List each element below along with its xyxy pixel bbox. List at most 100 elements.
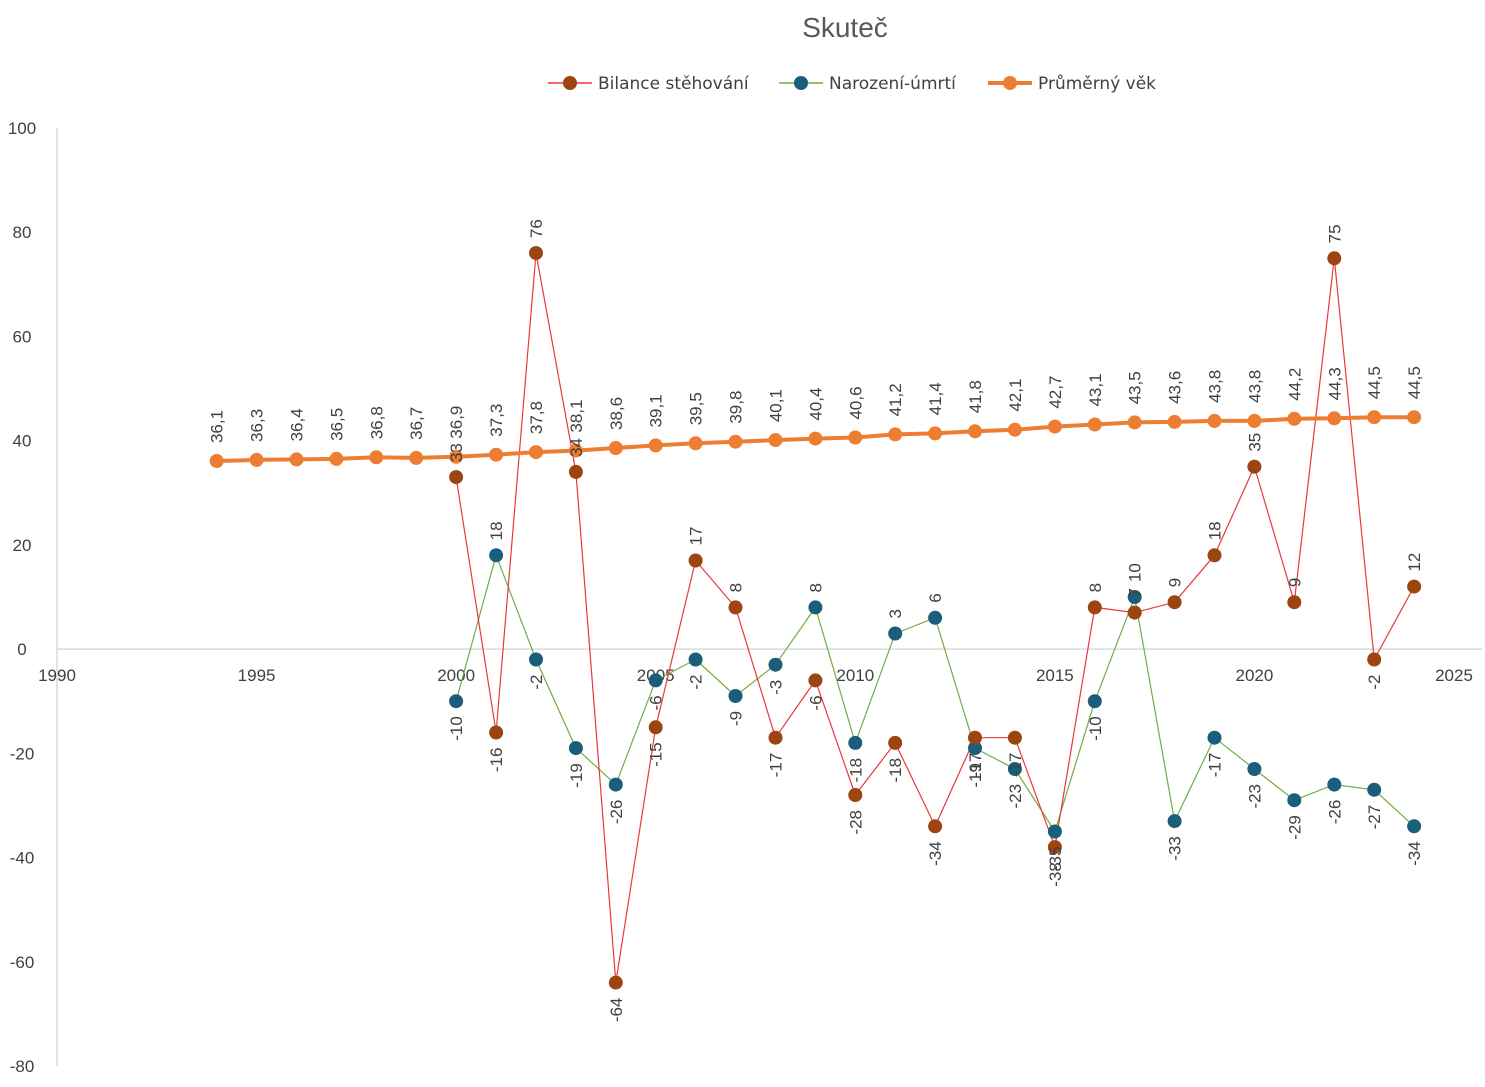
data-point-narozeni xyxy=(1007,762,1022,776)
data-label-vek: 43,1 xyxy=(1086,373,1105,406)
data-point-narozeni xyxy=(968,741,982,756)
series-points xyxy=(209,246,1422,990)
data-point-narozeni xyxy=(449,694,464,709)
data-label-bilance: 34 xyxy=(567,438,586,457)
y-tick-label: 60 xyxy=(13,327,32,346)
data-point-vek xyxy=(768,433,783,448)
data-point-bilance xyxy=(768,730,783,745)
data-point-bilance xyxy=(888,735,903,750)
data-label-vek: 41,4 xyxy=(926,382,945,415)
data-point-vek xyxy=(1367,410,1382,425)
data-point-vek xyxy=(808,431,823,446)
data-label-vek: 44,2 xyxy=(1285,368,1304,401)
data-point-narozeni xyxy=(1247,762,1262,776)
data-label-vek: 43,5 xyxy=(1126,371,1145,404)
data-label-vek: 41,2 xyxy=(886,383,905,416)
data-label-bilance: -17 xyxy=(767,753,786,778)
data-point-vek xyxy=(1007,422,1022,437)
data-label-narozeni: -33 xyxy=(1166,836,1185,861)
data-point-bilance xyxy=(1007,730,1022,745)
data-point-narozeni xyxy=(1327,777,1342,792)
legend-label-narozeni: Narození-úmrtí xyxy=(829,74,957,94)
y-tick-label: -80 xyxy=(10,1057,35,1076)
data-point-vek xyxy=(209,454,224,468)
data-label-vek: 37,3 xyxy=(487,404,506,437)
data-point-bilance xyxy=(608,975,623,990)
data-label-vek: 38,6 xyxy=(607,397,626,430)
x-tick-label: 2025 xyxy=(1435,666,1473,685)
data-label-narozeni: -10 xyxy=(1086,716,1105,741)
legend-item-narozeni: Narození-úmrtí xyxy=(779,74,957,94)
series-lines xyxy=(216,252,1415,984)
data-label-narozeni: 3 xyxy=(886,609,905,618)
data-label-narozeni: -26 xyxy=(607,800,626,825)
data-point-vek xyxy=(928,426,943,441)
data-point-bilance xyxy=(1327,251,1342,266)
data-label-vek: 43,8 xyxy=(1205,370,1224,403)
data-label-vek: 36,4 xyxy=(288,408,307,441)
data-label-vek: 36,9 xyxy=(447,406,466,439)
data-point-narozeni xyxy=(648,673,663,688)
data-label-narozeni: -34 xyxy=(1405,841,1424,866)
data-point-narozeni xyxy=(808,600,823,615)
data-label-vek: 36,1 xyxy=(208,410,227,443)
data-label-bilance: 75 xyxy=(1325,224,1344,243)
data-point-vek xyxy=(968,424,982,439)
data-point-bilance xyxy=(1247,459,1262,474)
data-label-vek: 39,8 xyxy=(727,391,746,424)
data-label-narozeni: -19 xyxy=(966,763,985,788)
data-point-vek xyxy=(688,436,703,451)
data-point-bilance xyxy=(968,730,982,745)
legend-label-vek: Průměrný věk xyxy=(1038,74,1156,94)
data-point-bilance xyxy=(688,553,703,568)
data-point-narozeni xyxy=(888,626,903,641)
data-point-vek xyxy=(568,443,583,458)
data-point-vek xyxy=(329,451,344,466)
data-label-narozeni: -9 xyxy=(727,711,746,726)
data-point-vek xyxy=(449,449,464,464)
data-label-bilance: -18 xyxy=(886,758,905,783)
data-point-bilance xyxy=(848,788,863,802)
data-label-narozeni: -27 xyxy=(1365,805,1384,830)
data-point-bilance xyxy=(1367,652,1382,667)
legend-label-bilance: Bilance stěhování xyxy=(598,74,750,94)
data-label-narozeni: 6 xyxy=(926,593,945,602)
data-label-bilance: 9 xyxy=(1166,578,1185,587)
data-label-vek: 39,1 xyxy=(647,394,666,427)
data-label-vek: 37,8 xyxy=(527,401,546,434)
data-point-narozeni xyxy=(1407,819,1422,834)
data-point-narozeni xyxy=(1167,814,1182,829)
data-label-vek: 36,7 xyxy=(407,407,426,440)
legend-marker-narozeni xyxy=(794,76,808,90)
data-label-narozeni: -23 xyxy=(1006,784,1025,809)
data-label-narozeni: -17 xyxy=(1206,753,1225,778)
data-label-narozeni: -18 xyxy=(846,758,865,783)
data-label-bilance: 12 xyxy=(1405,553,1424,572)
x-tick-label: 1995 xyxy=(238,666,276,685)
data-point-bilance xyxy=(489,725,504,740)
data-point-vek xyxy=(1207,413,1222,428)
data-point-narozeni xyxy=(1127,590,1142,604)
data-point-bilance xyxy=(1207,548,1222,563)
chart-title: Skuteč xyxy=(802,12,888,43)
data-point-vek xyxy=(888,427,903,442)
data-label-narozeni: -26 xyxy=(1325,800,1344,825)
x-tick-label: 2000 xyxy=(437,666,475,685)
data-label-bilance: 33 xyxy=(447,443,466,462)
data-point-vek xyxy=(409,450,424,465)
data-point-vek xyxy=(1327,411,1342,426)
y-tick-label: -40 xyxy=(10,849,35,868)
data-label-vek: 44,5 xyxy=(1365,366,1384,399)
y-tick-label: 0 xyxy=(17,640,26,659)
data-label-vek: 36,3 xyxy=(248,409,267,442)
data-point-vek xyxy=(848,430,863,445)
data-label-vek: 43,6 xyxy=(1166,371,1185,404)
x-tick-label: 2020 xyxy=(1236,666,1274,685)
data-label-narozeni: 8 xyxy=(806,583,825,592)
data-point-vek xyxy=(1247,413,1262,428)
data-point-bilance xyxy=(1087,600,1102,615)
data-label-bilance: -15 xyxy=(647,742,666,767)
data-point-narozeni xyxy=(1087,694,1102,709)
data-point-narozeni xyxy=(728,689,743,703)
